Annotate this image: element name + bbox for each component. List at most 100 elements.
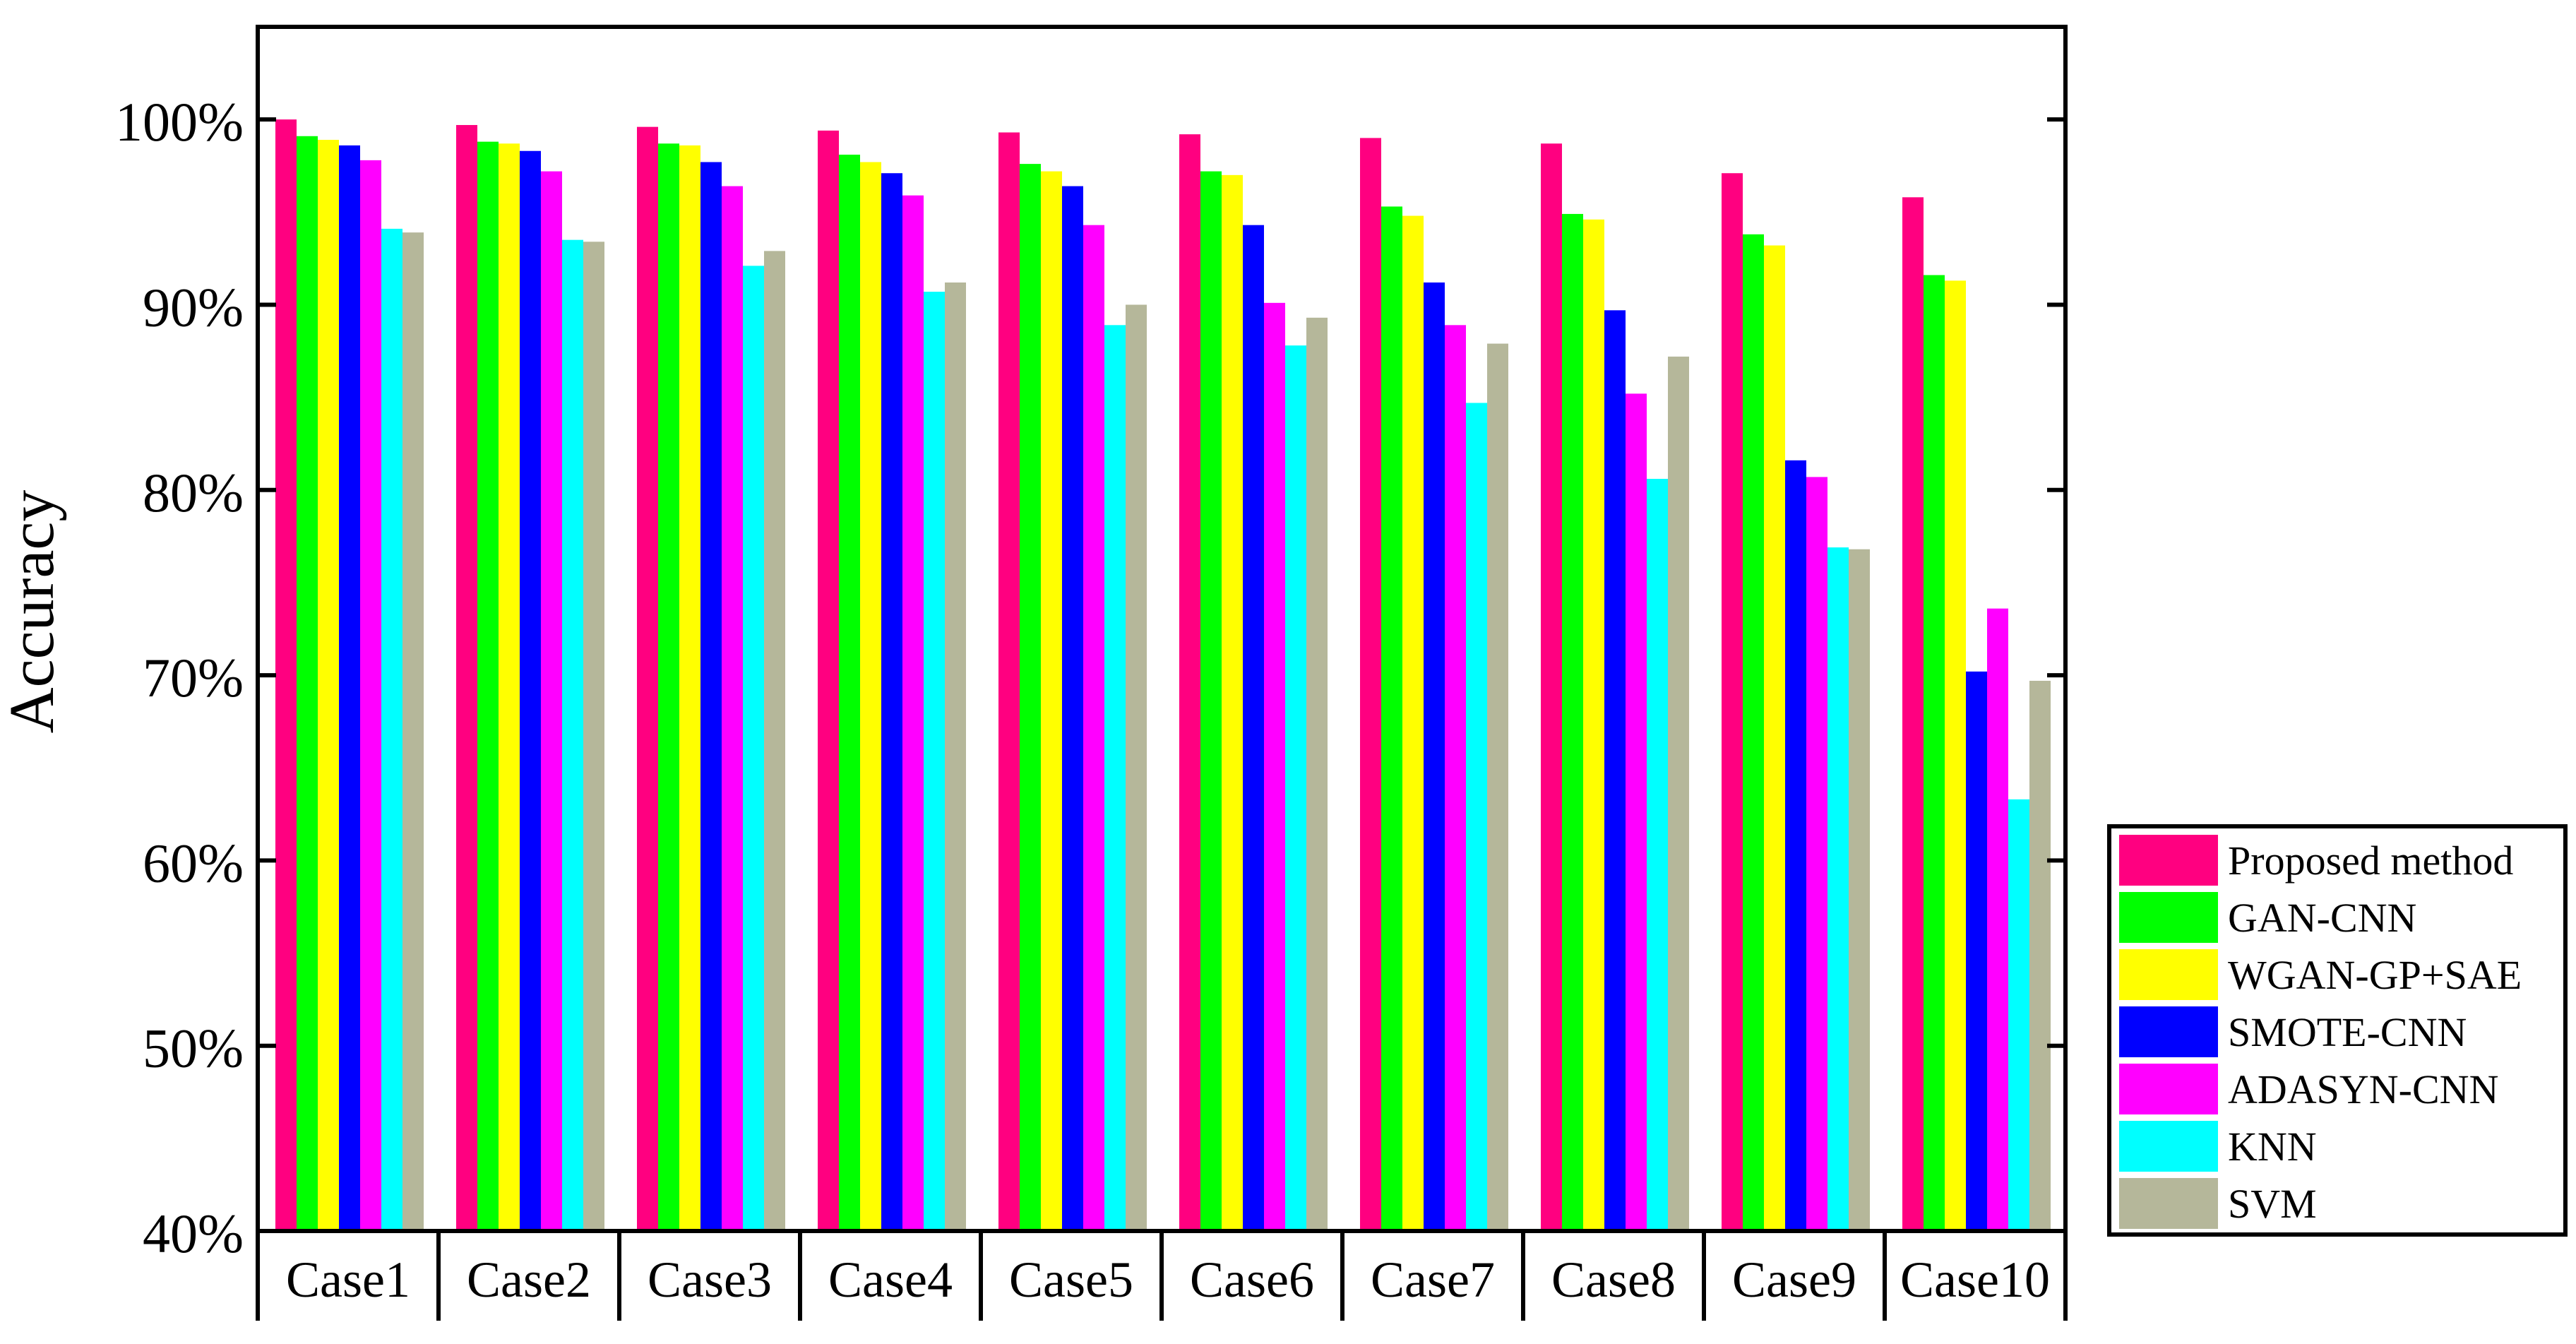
bar-knn-case5 [1104,325,1126,1231]
bar-wgan-gp-sae-case7 [1402,215,1424,1231]
bar-gan-cnn-case2 [477,141,499,1232]
x-tick-label-case8: Case8 [1551,1251,1676,1308]
bar-gan-cnn-case4 [839,154,860,1231]
bar-proposed-method-case6 [1179,134,1200,1232]
x-tick-label-case4: Case4 [828,1251,953,1308]
legend: Proposed method GAN-CNN WGAN-GP+SAE SMOTE-C… [2107,824,2568,1237]
bar-adasyn-cnn-case4 [902,195,924,1232]
bar-gan-cnn-case9 [1743,234,1764,1231]
bar-wgan-gp-sae-case2 [499,143,520,1231]
bar-svm-case6 [1306,317,1328,1231]
bar-proposed-method-case9 [1722,173,1743,1231]
y-tick-label: 40% [143,1203,244,1264]
y-tick-label: 50% [143,1018,244,1079]
bar-knn-case10 [2008,799,2029,1231]
bar-adasyn-cnn-case9 [1806,477,1827,1231]
bar-wgan-gp-sae-case10 [1945,280,1966,1231]
bar-wgan-gp-sae-case1 [318,140,339,1231]
bar-smote-cnn-case10 [1966,671,1987,1231]
bar-smote-cnn-case3 [700,162,722,1231]
x-tick-label-case2: Case2 [467,1251,591,1308]
bar-knn-case6 [1285,345,1306,1232]
legend-swatch [2119,1121,2218,1172]
legend-swatch [2119,949,2218,1000]
bar-gan-cnn-case5 [1020,164,1041,1232]
bar-smote-cnn-case8 [1604,310,1626,1231]
x-tick-label-case6: Case6 [1190,1251,1314,1308]
bar-gan-cnn-case10 [1924,275,1945,1231]
bar-knn-case9 [1827,547,1849,1231]
bar-knn-case2 [562,239,583,1232]
bar-wgan-gp-sae-case8 [1583,219,1604,1231]
bar-proposed-method-case1 [275,119,297,1232]
bar-svm-case4 [945,282,966,1231]
x-tick-label-case1: Case1 [286,1251,410,1308]
bar-svm-case7 [1487,343,1508,1231]
bar-smote-cnn-case6 [1243,225,1264,1232]
legend-swatch [2119,835,2218,886]
bar-adasyn-cnn-case6 [1264,302,1285,1231]
bar-smote-cnn-case1 [339,145,360,1231]
x-tick-label-case9: Case9 [1732,1251,1856,1308]
y-tick-label: 100% [115,91,244,153]
bar-knn-case3 [743,266,764,1231]
bar-svm-case1 [402,232,424,1232]
bar-proposed-method-case7 [1360,138,1381,1231]
legend-label: WGAN-GP+SAE [2228,952,2522,998]
axes-group: 40% 50% 60% 70% 80% 90% 100% Case1 Case2 Case3 Cas… [115,25,2068,1321]
bar-knn-case4 [924,292,945,1232]
bar-proposed-method-case10 [1902,197,1924,1231]
bar-gan-cnn-case7 [1381,206,1402,1231]
bars-group [275,119,2051,1232]
bar-smote-cnn-case2 [520,150,541,1232]
y-tick-label: 90% [143,276,244,338]
bar-smote-cnn-case4 [881,173,902,1231]
bar-adasyn-cnn-case5 [1083,225,1104,1232]
legend-swatch [2119,1064,2218,1114]
bar-proposed-method-case4 [818,130,839,1231]
bar-adasyn-cnn-case7 [1445,325,1466,1231]
bar-adasyn-cnn-case1 [360,160,381,1231]
legend-label: Proposed method [2228,838,2513,884]
bar-knn-case7 [1466,403,1487,1231]
bar-wgan-gp-sae-case6 [1222,174,1243,1231]
legend-swatch [2119,1006,2218,1057]
bar-gan-cnn-case8 [1562,213,1583,1231]
bar-gan-cnn-case3 [658,143,679,1231]
bar-svm-case5 [1126,304,1147,1231]
bar-wgan-gp-sae-case5 [1041,171,1062,1232]
legend-label: SVM [2228,1181,2317,1227]
legend-label: GAN-CNN [2228,895,2416,941]
bar-knn-case1 [381,228,402,1231]
bar-wgan-gp-sae-case4 [860,162,881,1231]
bar-proposed-method-case3 [637,126,658,1232]
x-tick-label-case7: Case7 [1371,1251,1495,1308]
x-tick-label-case10: Case10 [1900,1251,2050,1308]
bar-adasyn-cnn-case2 [541,171,562,1232]
x-tick-label-case3: Case3 [648,1251,772,1308]
bar-proposed-method-case2 [456,125,477,1231]
bar-gan-cnn-case6 [1200,171,1222,1232]
y-tick-label: 70% [143,647,244,708]
legend-swatch [2119,892,2218,943]
legend-swatch [2119,1178,2218,1229]
y-tick-label: 80% [143,462,244,523]
x-tick-label-case5: Case5 [1009,1251,1133,1308]
bar-svm-case10 [2029,680,2051,1231]
bar-smote-cnn-case7 [1424,282,1445,1231]
bar-gan-cnn-case1 [297,136,318,1232]
y-tick-label: 60% [143,832,244,893]
legend-label: SMOTE-CNN [2228,1009,2467,1055]
bar-adasyn-cnn-case10 [1987,608,2008,1231]
bar-smote-cnn-case9 [1785,460,1806,1231]
bar-adasyn-cnn-case8 [1626,393,1647,1232]
bar-wgan-gp-sae-case3 [679,145,700,1231]
bar-wgan-gp-sae-case9 [1764,245,1785,1231]
bar-proposed-method-case5 [998,132,1020,1231]
bar-svm-case2 [583,242,604,1232]
bar-adasyn-cnn-case3 [722,186,743,1232]
bar-svm-case3 [764,251,785,1231]
bar-knn-case8 [1647,479,1668,1231]
legend-label: KNN [2228,1124,2317,1170]
bar-smote-cnn-case5 [1062,186,1083,1232]
